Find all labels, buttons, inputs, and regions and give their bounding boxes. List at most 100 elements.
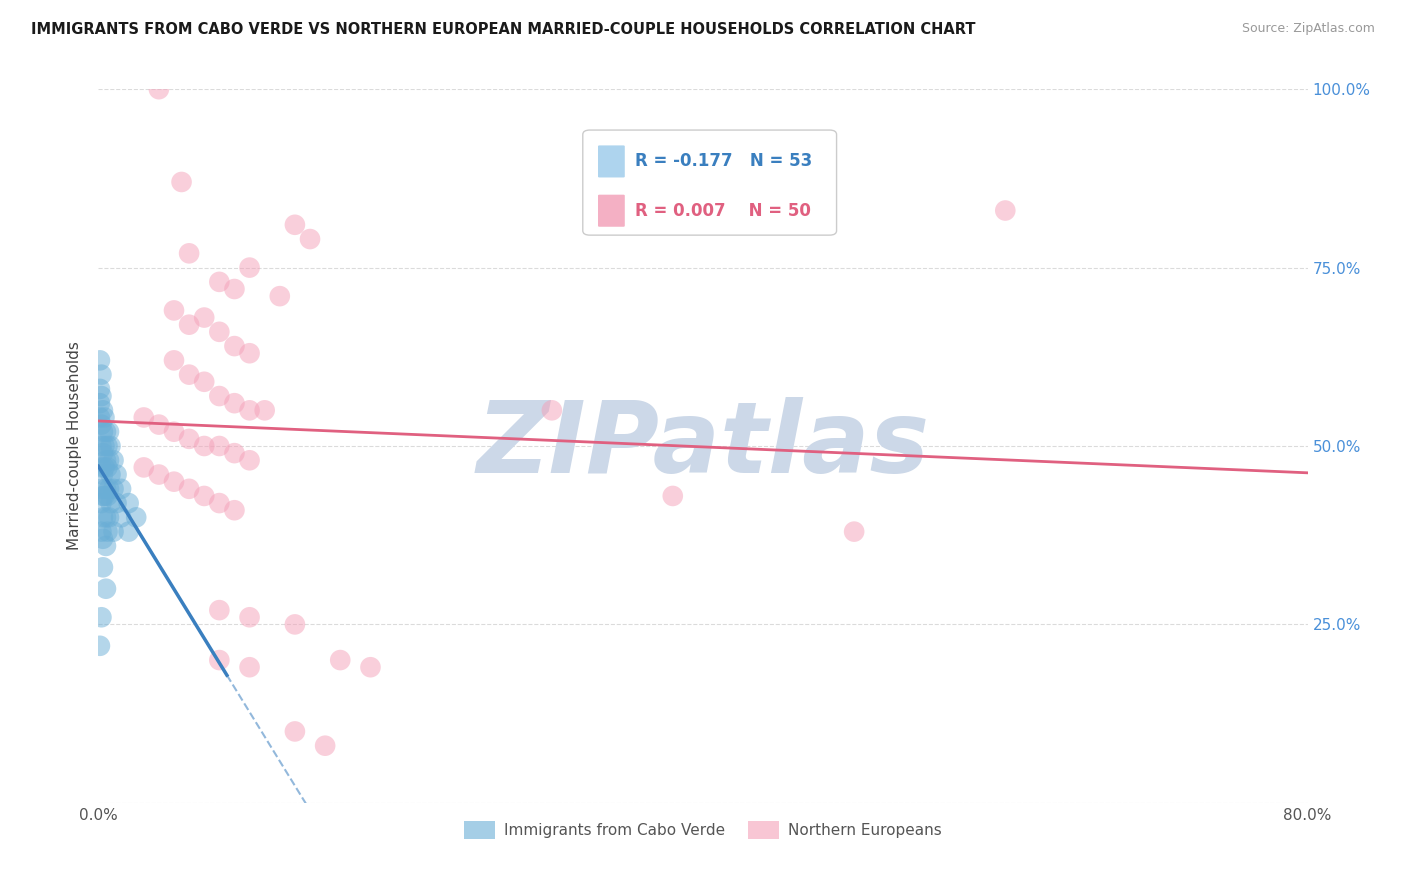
Point (994, 203, 1017, 218)
Point (193, 310, 215, 325)
Point (98, 510, 121, 524)
Point (239, 403, 262, 417)
Point (98, 425, 121, 439)
Point (179, 368, 201, 382)
Text: Source: ZipAtlas.com: Source: ZipAtlas.com (1241, 22, 1375, 36)
Point (224, 282, 246, 296)
Point (239, 346, 262, 360)
Point (94, 482, 117, 496)
Point (193, 375, 215, 389)
Point (96, 460, 118, 475)
Point (208, 325, 231, 339)
Point (284, 617, 307, 632)
Point (93, 460, 115, 475)
Point (132, 410, 155, 425)
Legend: Immigrants from Cabo Verde, Northern Europeans: Immigrants from Cabo Verde, Northern Eur… (458, 815, 948, 845)
Point (94, 453, 117, 467)
Point (89, 410, 111, 425)
Point (163, 475, 186, 489)
Point (179, 482, 201, 496)
Point (94, 425, 117, 439)
Point (193, 439, 215, 453)
Point (96, 439, 118, 453)
Point (360, 660, 382, 674)
Point (103, 453, 125, 467)
Point (103, 482, 125, 496)
Point (179, 318, 201, 332)
Point (239, 453, 262, 467)
Point (94, 539, 117, 553)
Text: ZIPatlas: ZIPatlas (477, 398, 929, 494)
Point (98, 453, 121, 467)
Point (90, 496, 112, 510)
Point (110, 482, 132, 496)
Point (661, 489, 683, 503)
Point (208, 275, 231, 289)
Point (100, 496, 122, 510)
Point (239, 660, 262, 674)
Point (253, 403, 276, 417)
Point (224, 396, 246, 410)
Point (299, 232, 322, 246)
Point (90, 460, 112, 475)
Point (314, 739, 336, 753)
Point (208, 603, 231, 617)
Point (179, 432, 201, 446)
Point (100, 467, 122, 482)
Point (163, 303, 186, 318)
Point (93, 439, 115, 453)
Point (239, 260, 262, 275)
Point (90, 524, 112, 539)
Point (90, 389, 112, 403)
Point (91, 425, 114, 439)
Point (239, 610, 262, 624)
Point (170, 175, 193, 189)
Point (208, 389, 231, 403)
Point (208, 653, 231, 667)
Point (540, 403, 562, 417)
Point (100, 439, 122, 453)
Point (89, 382, 111, 396)
Point (208, 439, 231, 453)
Point (110, 510, 132, 524)
Point (269, 289, 291, 303)
Text: R = -0.177   N = 53: R = -0.177 N = 53 (634, 153, 811, 170)
Point (94, 510, 117, 524)
Text: R = 0.007    N = 50: R = 0.007 N = 50 (634, 202, 810, 219)
Point (208, 496, 231, 510)
Point (93, 410, 115, 425)
Point (90, 439, 112, 453)
Point (91, 446, 114, 460)
Point (148, 467, 170, 482)
Point (329, 653, 352, 667)
Point (96, 489, 118, 503)
Point (118, 524, 141, 539)
Point (91, 560, 114, 574)
Point (89, 639, 111, 653)
Point (105, 467, 128, 482)
Point (90, 610, 112, 624)
Point (91, 510, 114, 524)
Point (125, 510, 148, 524)
Point (284, 724, 307, 739)
Y-axis label: Married-couple Households: Married-couple Households (67, 342, 83, 550)
Text: IMMIGRANTS FROM CABO VERDE VS NORTHERN EUROPEAN MARRIED-COUPLE HOUSEHOLDS CORREL: IMMIGRANTS FROM CABO VERDE VS NORTHERN E… (31, 22, 976, 37)
Point (89, 396, 111, 410)
Point (90, 417, 112, 432)
Point (91, 467, 114, 482)
Point (132, 460, 155, 475)
Point (148, 417, 170, 432)
Point (98, 482, 121, 496)
Point (163, 353, 186, 368)
Point (90, 368, 112, 382)
Point (179, 246, 201, 260)
Point (94, 582, 117, 596)
Point (91, 489, 114, 503)
Point (224, 446, 246, 460)
Point (284, 218, 307, 232)
Point (224, 503, 246, 517)
Point (224, 339, 246, 353)
Point (93, 489, 115, 503)
Point (118, 496, 141, 510)
Point (148, 82, 170, 96)
